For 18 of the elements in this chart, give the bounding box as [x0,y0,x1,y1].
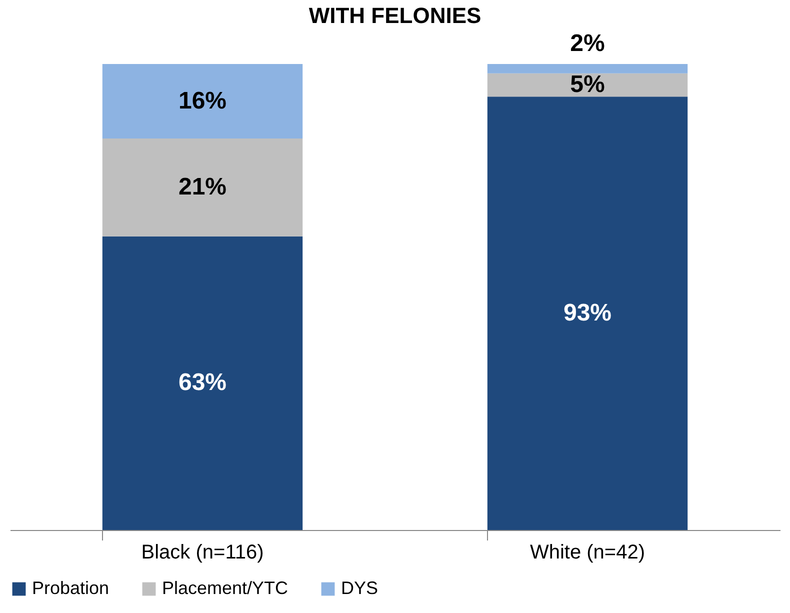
bar [487,64,688,74]
data-label: 93% [563,299,612,326]
legend-label: Placement/YTC [162,578,288,598]
bar [487,73,688,97]
data-label: 5% [570,70,605,98]
bar [487,96,688,530]
data-label: 63% [178,369,227,396]
data-label: 2% [570,30,605,57]
bar [102,138,303,236]
bar [102,64,303,139]
data-label: 16% [178,87,227,114]
x-tick-label: White (n=42) [530,542,646,564]
bar [102,236,303,530]
legend-label: Probation [32,578,110,598]
x-tick-label: Black (n=116) [141,542,264,564]
chart-title: WITH FELONIES [308,3,482,28]
legend-label: DYS [341,578,378,598]
data-label: 21% [178,173,227,200]
